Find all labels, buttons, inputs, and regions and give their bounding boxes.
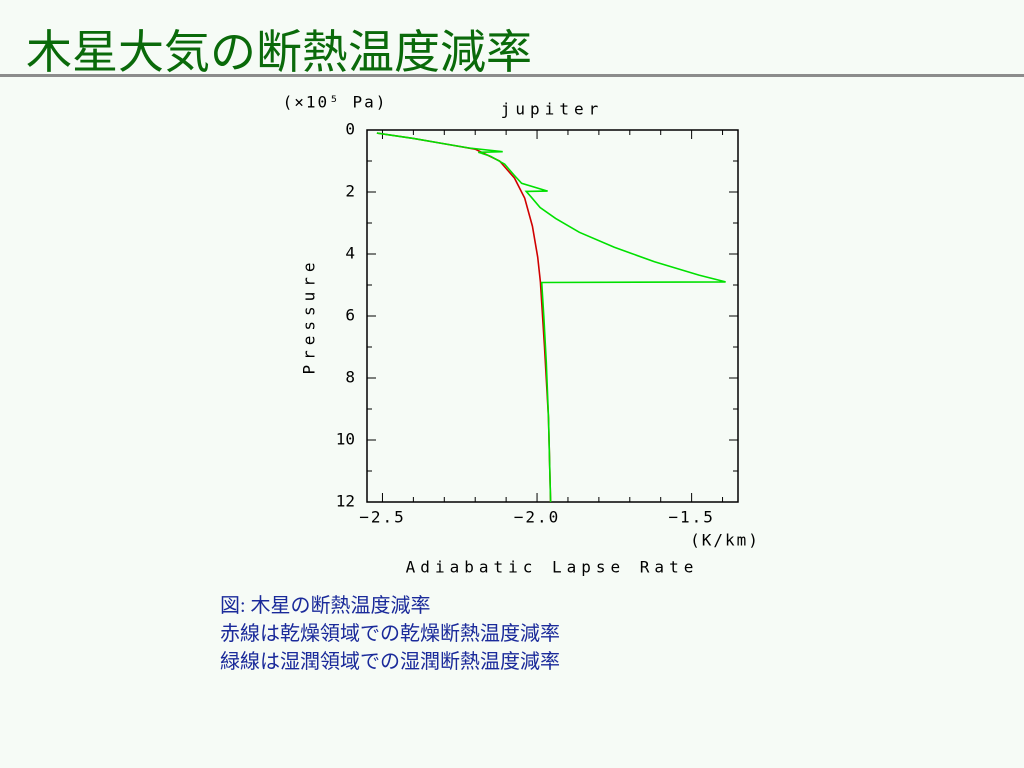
y-tick-label: 6: [345, 306, 355, 325]
title-rule: [0, 74, 1024, 77]
x-tick-label: −2.0: [514, 508, 561, 527]
y-axis-label: Pressure: [300, 257, 319, 374]
y-unit: (×10⁵ Pa): [283, 93, 388, 112]
caption-line: 緑線は湿潤領域での湿潤断熱温度減率: [220, 651, 560, 673]
y-tick-label: 2: [345, 182, 355, 201]
x-unit: (K/km): [690, 531, 760, 550]
slide-title: 木星大気の断熱温度減率: [26, 25, 532, 79]
x-axis-label: Adiabatic Lapse Rate: [406, 558, 699, 577]
x-tick-label: −1.5: [668, 508, 715, 527]
y-tick-label: 8: [345, 368, 355, 387]
line: [376, 132, 552, 503]
line: [376, 132, 726, 503]
chart-title: jupiter: [501, 100, 603, 119]
caption: 図: 木星の断熱温度減率 赤線は乾燥領域での乾燥断熱温度減率 緑線は湿潤領域での…: [220, 592, 560, 676]
caption-line: 図: 木星の断熱温度減率: [220, 595, 431, 617]
caption-line: 赤線は乾燥領域での乾燥断熱温度減率: [220, 623, 560, 645]
y-tick-label: 12: [336, 492, 355, 511]
x-tick-label: −2.5: [359, 508, 406, 527]
y-tick-label: 4: [345, 244, 355, 263]
y-tick-label: 10: [336, 430, 355, 449]
plot-frame: [366, 129, 739, 503]
y-tick-label: 0: [345, 120, 355, 139]
